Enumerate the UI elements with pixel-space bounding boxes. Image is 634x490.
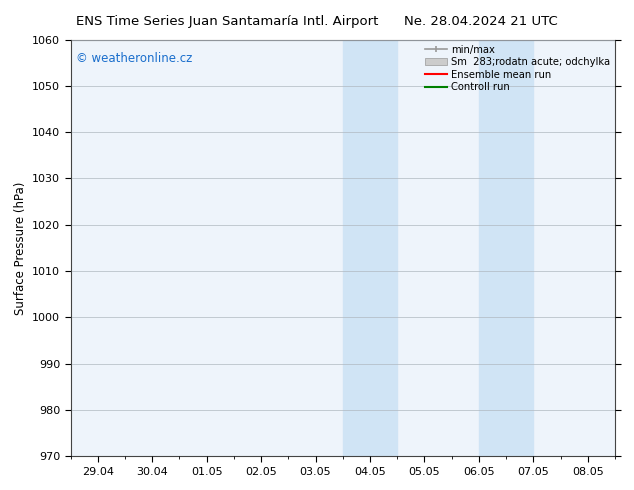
Y-axis label: Surface Pressure (hPa): Surface Pressure (hPa): [13, 181, 27, 315]
Text: © weatheronline.cz: © weatheronline.cz: [76, 52, 192, 65]
Bar: [343, 40, 398, 456]
Text: ENS Time Series Juan Santamaría Intl. Airport: ENS Time Series Juan Santamaría Intl. Ai…: [76, 15, 378, 28]
Bar: [479, 40, 533, 456]
Text: Ne. 28.04.2024 21 UTC: Ne. 28.04.2024 21 UTC: [404, 15, 558, 28]
Legend: min/max, Sm  283;rodatn acute; odchylka, Ensemble mean run, Controll run: min/max, Sm 283;rodatn acute; odchylka, …: [423, 43, 612, 94]
